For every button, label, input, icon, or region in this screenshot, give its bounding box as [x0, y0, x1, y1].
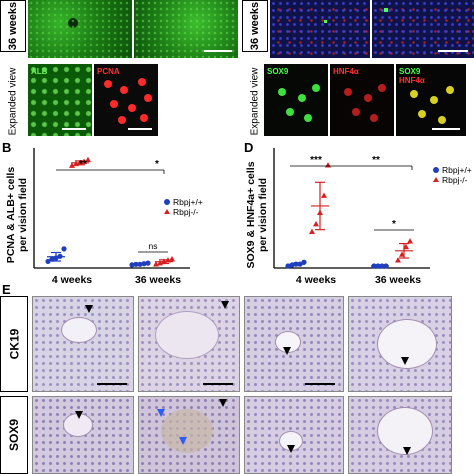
- channel-label-merge-sox9: SOX9: [399, 67, 421, 76]
- chart-d-sig-mid: *: [392, 219, 396, 230]
- ihc-sox9-4w-ko: [138, 396, 240, 474]
- chart-b-point-3-1: [157, 259, 163, 266]
- micrograph-pcna-expanded: PCNA: [94, 64, 158, 136]
- chart-d-point-1-0: [309, 228, 315, 234]
- scale-bar: [203, 383, 233, 385]
- chart-d-xtick-0: 4 weeks: [296, 274, 336, 286]
- chart-b-ylabel-2: per vision field: [17, 178, 29, 252]
- row-label-36-weeks-c: 36 weeks: [242, 0, 268, 52]
- chart-d-point-2-1: [375, 263, 381, 269]
- panel-letter-b: B: [2, 140, 12, 155]
- chart-b-sig-top: **: [79, 159, 87, 170]
- scale-bar: [438, 50, 468, 52]
- micrograph-sox9-36w-ko: [372, 0, 474, 58]
- chart-b-point-2-0: [129, 262, 135, 268]
- chart-b-legend-ko-marker: [164, 209, 170, 214]
- chart-b-point-3-4: [169, 255, 175, 262]
- chart-b-point-1-4: [85, 156, 91, 163]
- channel-label-pcna: PCNA: [97, 67, 120, 76]
- row-label-expanded-a: Expanded view: [7, 67, 19, 135]
- chart-b-point-2-1: [133, 261, 139, 267]
- chart-b-sig-right: *: [155, 159, 159, 170]
- scale-bar: [128, 128, 152, 130]
- row-label-36-weeks-a: 36 weeks: [0, 0, 26, 52]
- channel-label-sox9: SOX9: [267, 67, 289, 76]
- ihc-sox9-36w-wt: [244, 396, 344, 474]
- chart-d-point-0-2: [293, 261, 299, 267]
- chart-d-point-0-1: [289, 262, 295, 268]
- scale-bar: [62, 128, 86, 130]
- chart-b: PCNA & ALB+ cells per vision field ** * …: [5, 148, 203, 286]
- chart-d-point-0-0: [285, 263, 291, 269]
- ihc-ck19-36w-wt: [244, 296, 344, 392]
- chart-d-point-3-0: [395, 257, 401, 263]
- chart-d-point-1-4: [325, 162, 331, 168]
- chart-b-legend-wt: Rbpj+/+: [173, 197, 203, 207]
- chart-b-legend-ko: Rbpj-/-: [173, 207, 199, 217]
- panel-letter-d: D: [244, 140, 254, 155]
- chart-d-point-3-1: [399, 251, 405, 257]
- micrograph-alb-36w-wt: [28, 0, 132, 58]
- ihc-sox9-4w-wt: [32, 396, 134, 474]
- chart-d-point-1-3: [321, 192, 327, 198]
- chart-d-point-0-4: [301, 259, 307, 265]
- panel-letter-e: E: [2, 282, 11, 297]
- chart-d-ylabel-2: per vision field: [257, 178, 269, 252]
- channel-label-hnf4a: HNF4α: [333, 67, 359, 76]
- chart-d-sig-top-left: ***: [310, 155, 322, 166]
- chart-d-point-2-2: [379, 263, 385, 269]
- row-label-ck19: CK19: [0, 296, 28, 392]
- scale-bar: [432, 128, 460, 130]
- chart-b-point-0-4: [61, 246, 67, 252]
- chart-d-point-1-1: [313, 221, 319, 227]
- chart-d-point-2-3: [383, 263, 389, 269]
- chart-d-sig-top-right: **: [372, 155, 380, 166]
- chart-d-legend-ko: Rbpj-/-: [442, 175, 468, 185]
- micrograph-merge-expanded: SOX9 HNF4α: [396, 64, 466, 136]
- chart-b-point-0-0: [45, 258, 51, 265]
- chart-b-point-0-1: [49, 256, 55, 262]
- scale-bar: [305, 383, 335, 385]
- micrograph-sox9-expanded: SOX9: [264, 64, 328, 136]
- chart-b-ylabel-1: PCNA & ALB+ cells: [5, 167, 17, 264]
- chart-b-point-2-4: [145, 260, 151, 266]
- chart-b-point-2-2: [137, 261, 143, 267]
- scale-bar: [97, 383, 127, 385]
- ihc-ck19-4w-wt: [32, 296, 134, 392]
- chart-b-sig-ns: ns: [149, 241, 158, 251]
- chart-d-point-3-3: [407, 238, 413, 244]
- chart-b-point-2-3: [141, 261, 147, 267]
- ihc-ck19-4w-ko: [138, 296, 240, 392]
- chart-d-ylabel-1: SOX9 & HNF4a+ cells: [245, 161, 257, 268]
- chart-b-point-1-3: [81, 158, 87, 164]
- channel-label-alb: ALB: [31, 67, 48, 76]
- ihc-ck19-36w-ko: [348, 296, 452, 392]
- chart-d-point-0-3: [297, 261, 303, 267]
- chart-b-point-0-2: [53, 255, 59, 261]
- chart-d-point-3-2: [403, 243, 409, 250]
- chart-b-xtick-1: 36 weeks: [135, 274, 181, 286]
- scale-bar: [204, 50, 232, 52]
- chart-b-point-0-3: [57, 253, 63, 259]
- micrograph-hnf4a-expanded: HNF4α: [330, 64, 394, 136]
- chart-d-legend-wt: Rbpj+/+: [442, 165, 472, 175]
- chart-d-xtick-1: 36 weeks: [375, 274, 421, 286]
- chart-d: SOX9 & HNF4a+ cells per vision field ***…: [245, 148, 472, 286]
- chart-d-legend-wt-marker: [433, 167, 439, 173]
- chart-b-point-1-0: [69, 162, 75, 168]
- micrograph-sox9-36w-wt: [270, 0, 370, 58]
- ihc-sox9-36w-ko: [348, 396, 452, 474]
- chart-d-legend-ko-marker: [433, 177, 439, 182]
- chart-b-legend-wt-marker: [164, 199, 170, 205]
- chart-d-point-2-0: [371, 263, 377, 269]
- row-label-sox9: SOX9: [0, 396, 28, 474]
- chart-b-xtick-0: 4 weeks: [52, 274, 92, 286]
- micrograph-alb-36w-ko: [134, 0, 238, 58]
- channel-label-merge-hnf4a: HNF4α: [399, 76, 425, 85]
- chart-d-point-1-2: [317, 209, 323, 215]
- micrograph-alb-expanded: ALB: [28, 64, 92, 136]
